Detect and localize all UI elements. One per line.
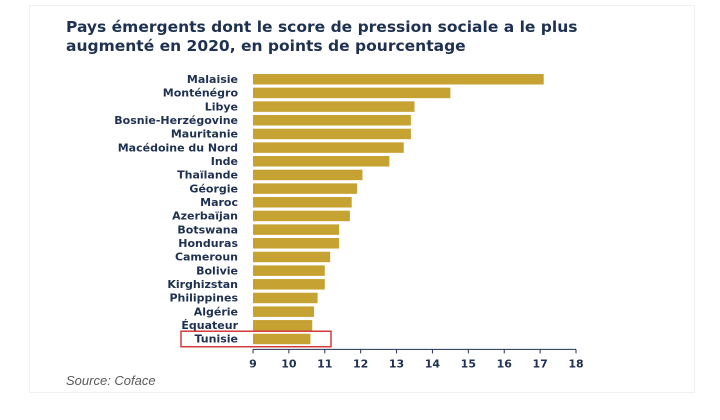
chart-panel (30, 6, 694, 392)
category-label: Libye (205, 100, 238, 113)
category-label: Mauritanie (171, 128, 238, 141)
bar (253, 210, 350, 222)
x-tick-label: 15 (461, 357, 476, 370)
x-tick-label: 11 (317, 357, 332, 370)
category-label: Honduras (178, 237, 238, 250)
source-note: Source: Coface (66, 373, 156, 388)
category-label: Botswana (177, 223, 238, 236)
title-line-2: augmenté en 2020, en points de pourcenta… (66, 37, 466, 55)
bar (253, 101, 415, 112)
category-label: Kirghizstan (167, 278, 238, 291)
category-label: Bosnie-Herzégovine (114, 114, 238, 127)
bar (253, 292, 318, 304)
bar (253, 128, 411, 140)
bar (253, 265, 325, 276)
bar (253, 238, 340, 249)
title-line-1: Pays émergents dont le score de pression… (66, 18, 578, 36)
category-label: Inde (211, 155, 238, 168)
category-label: Géorgie (189, 182, 238, 195)
category-label: Azerbaïjan (172, 210, 238, 223)
x-tick-label: 10 (281, 357, 297, 370)
category-label: Philippines (169, 292, 238, 305)
bar (253, 320, 313, 331)
category-label: Cameroun (175, 251, 238, 264)
category-label: Équateur (181, 319, 238, 332)
category-label: Thaïlande (177, 169, 238, 182)
category-label: Bolivie (196, 264, 238, 277)
bar (253, 224, 340, 235)
category-label: Macédoine du Nord (118, 141, 238, 154)
bar (253, 279, 325, 290)
bar (253, 333, 311, 345)
chart-title: Pays émergents dont le score de pression… (66, 18, 686, 56)
bar (253, 115, 411, 126)
bar (253, 251, 331, 263)
x-tick-label: 13 (389, 357, 404, 370)
bar (253, 183, 358, 194)
bar (253, 87, 451, 99)
bar (253, 197, 352, 208)
x-tick-label: 18 (568, 357, 583, 370)
bar (253, 156, 390, 167)
bar (253, 169, 363, 181)
category-label: Algérie (194, 305, 238, 318)
bar (253, 142, 404, 153)
highlight-box (180, 330, 332, 348)
x-tick-label: 12 (353, 357, 368, 370)
category-label: Tunisie (194, 333, 238, 346)
x-tick-label: 9 (249, 357, 257, 370)
x-tick-label: 14 (425, 357, 441, 370)
category-label: Malaisie (187, 73, 238, 86)
category-label: Monténégro (163, 87, 239, 100)
category-label: Maroc (200, 196, 238, 209)
bar (253, 74, 544, 85)
x-tick-label: 17 (532, 357, 547, 370)
x-tick-label: 16 (497, 357, 513, 370)
bar (253, 306, 315, 317)
